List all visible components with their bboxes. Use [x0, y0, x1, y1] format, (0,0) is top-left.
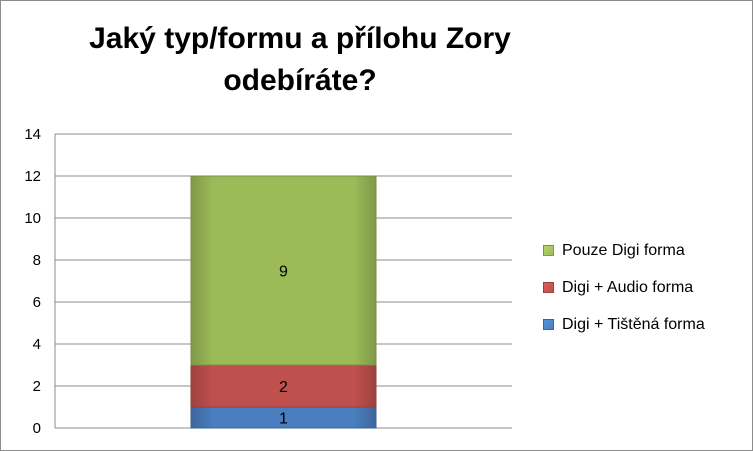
legend-swatch: [543, 282, 554, 293]
y-tick-label: 0: [33, 420, 41, 437]
bar-segment-pouze-digi-forma: [190, 175, 377, 366]
legend-item: Digi + Audio forma: [543, 269, 705, 306]
legend-item: Pouze Digi forma: [543, 232, 705, 269]
chart-title-line-2: odebíráte?: [223, 64, 377, 97]
y-tick-label: 6: [33, 294, 41, 311]
chart-title: Jaký typ/formu a přílohu Zory odebíráte?: [0, 18, 600, 102]
data-label: 1: [279, 411, 288, 428]
legend: Pouze Digi forma Digi + Audio forma Digi +…: [543, 232, 705, 343]
legend-swatch: [543, 319, 554, 330]
legend-label: Pouze Digi forma: [562, 241, 685, 259]
data-label: 2: [279, 379, 288, 396]
legend-item: Digi + Tištěná forma: [543, 306, 705, 343]
y-tick-label: 10: [24, 210, 41, 227]
y-tick-label: 8: [33, 252, 41, 269]
y-tick-label: 14: [24, 126, 41, 143]
legend-label: Digi + Tištěná forma: [562, 315, 705, 333]
legend-label: Digi + Audio forma: [562, 278, 694, 296]
y-tick-label: 12: [24, 168, 41, 185]
y-tick-label: 2: [33, 378, 41, 395]
y-tick-label: 4: [33, 336, 41, 353]
chart-title-line-1: Jaký typ/formu a přílohu Zory: [89, 22, 511, 55]
legend-swatch: [543, 245, 554, 256]
data-label: 9: [279, 264, 288, 281]
